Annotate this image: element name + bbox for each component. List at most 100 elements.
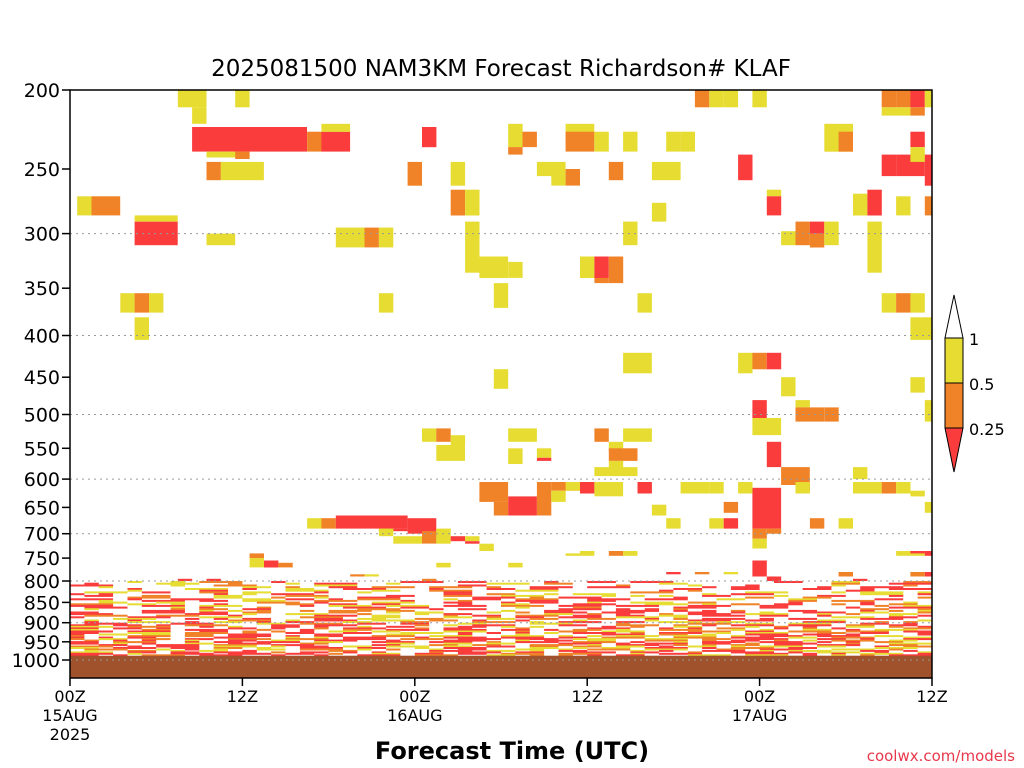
ri-streak [98,636,114,639]
ri-streak [386,642,415,645]
ri-streak [113,617,157,620]
ri-streak [730,588,760,590]
ri-streak [874,647,918,649]
ri-streak [716,621,746,624]
ri-streak [572,651,616,654]
ri-streak [156,601,185,604]
ri-cell [738,154,753,181]
ri-streak [357,648,372,651]
ri-streak [314,601,329,604]
ri-streak [386,609,415,612]
ri-cell [824,221,839,246]
ri-cell [565,131,595,152]
ri-cell [436,562,451,568]
ri-streak [745,591,789,594]
ri-streak [515,598,559,601]
ri-streak [529,644,573,647]
ri-streak [170,649,185,652]
ri-streak [874,651,889,654]
ri-streak [70,645,114,648]
ri-streak [199,589,228,592]
ri-streak [529,601,559,604]
ri-streak [443,594,473,597]
ri-streak [242,599,286,602]
ri-streak [587,599,616,602]
ri-streak [199,649,228,652]
ri-cell [694,572,710,575]
ri-streak [759,617,774,620]
ri-cell [508,261,523,278]
ri-cell [134,293,149,313]
ri-streak [443,604,487,607]
ri-streak [285,638,329,641]
ri-cell [249,558,264,568]
ri-cell [738,482,753,494]
ri-streak [544,632,559,634]
ri-streak [702,647,717,649]
ri-cell [508,562,523,568]
ri-streak [745,652,789,655]
ri-streak [70,642,99,645]
ri-streak [845,630,889,633]
ri-streak [199,611,228,614]
ri-streak [644,598,688,601]
ri-streak [285,603,315,606]
ri-streak [371,619,415,622]
ri-streak [687,611,717,614]
ri-streak [730,611,746,614]
ri-streak [443,591,473,594]
ri-streak [831,636,875,639]
ri-cell [264,560,279,568]
ri-streak [371,641,415,644]
ground-band [70,655,932,678]
ri-streak [127,616,171,619]
ri-streak [70,625,114,628]
ri-streak [659,628,703,631]
ri-streak [702,603,717,606]
ri-streak [515,641,559,644]
ri-cell [436,528,451,544]
ri-cell [910,317,932,340]
ri-streak [687,604,731,607]
ri-streak [730,628,746,631]
ri-streak [702,614,746,617]
ri-cell [752,352,767,370]
ri-streak [429,635,473,638]
ri-streak [702,609,717,612]
legend-swatch [944,337,964,384]
ri-streak [242,591,272,594]
ri-streak [256,601,300,604]
ri-streak [673,644,688,647]
ri-streak [343,627,387,630]
ri-streak [659,632,703,634]
ri-streak [544,611,588,614]
ri-cell [666,518,681,529]
ri-streak [558,642,602,645]
ri-cell [680,131,695,152]
ri-streak [888,616,918,619]
ri-cell [594,467,638,477]
ri-streak [702,641,746,644]
ri-streak [673,635,717,638]
ri-streak [501,604,545,607]
ri-cell [393,528,408,532]
ri-streak [730,639,760,642]
ri-streak [414,654,458,657]
ri-streak [860,611,889,614]
ri-streak [256,606,272,609]
ri-streak [84,622,128,625]
ri-streak [730,624,774,627]
ri-streak [443,645,473,648]
ri-streak [314,599,358,602]
ri-streak [615,628,631,631]
ri-cell [580,551,595,556]
ri-streak [443,624,458,627]
ri-streak [127,649,157,652]
ri-cell [809,233,825,248]
ri-streak [184,639,200,642]
ri-streak [213,621,243,624]
ri-streak [256,628,272,631]
ri-streak [903,627,932,630]
ri-streak [831,652,846,655]
ri-streak [285,598,315,601]
